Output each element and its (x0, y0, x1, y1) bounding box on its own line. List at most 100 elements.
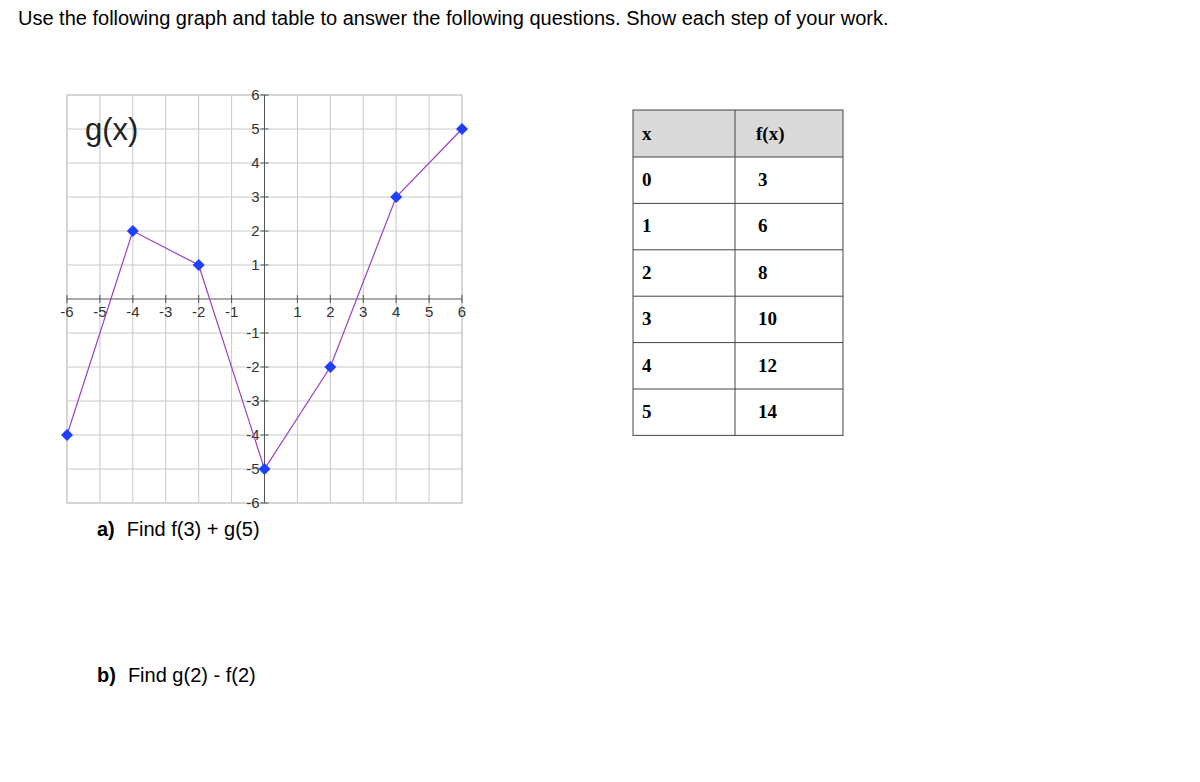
grid-line-y (67, 265, 462, 266)
y-tick (261, 401, 269, 402)
table-border (633, 110, 843, 435)
g-line (67, 129, 462, 469)
chart-title: g(x) (85, 112, 138, 147)
point (127, 225, 139, 237)
question-label: b) (97, 664, 116, 686)
question-text: Find f(3) + g(5) (127, 518, 260, 540)
point (456, 123, 468, 135)
grid-line-x (132, 95, 133, 503)
y-tick-label: -6 (246, 494, 259, 511)
grid-line-y (67, 503, 462, 504)
grid-line-x (297, 95, 298, 503)
grid-line-x (231, 95, 232, 503)
x-tick (231, 295, 232, 303)
table-cell: 5 (642, 401, 652, 422)
x-tick-label: -4 (126, 303, 139, 320)
y-tick-label: 3 (251, 188, 259, 205)
x-tick (330, 295, 331, 303)
x-tick (165, 295, 166, 303)
table-row-line (633, 249, 843, 250)
x-tick (462, 295, 463, 303)
x-tick (132, 295, 133, 303)
grid-line-y (67, 231, 462, 232)
grid-line-x (99, 95, 100, 503)
x-tick-label: 2 (326, 303, 334, 320)
grid-line-x (198, 95, 199, 503)
y-tick (261, 231, 269, 232)
table-cell: 8 (758, 262, 768, 283)
y-tick-label: 1 (251, 256, 259, 273)
plot-frame (67, 95, 462, 503)
y-tick (261, 163, 269, 164)
grid-line-x (165, 95, 166, 503)
table-header: f(x) (756, 123, 784, 145)
marks (61, 123, 468, 475)
table-row-line (633, 203, 843, 204)
point (193, 259, 205, 271)
x-tick (396, 295, 397, 303)
table-cell: 10 (758, 308, 777, 329)
table-row-line (633, 157, 843, 158)
point (390, 191, 402, 203)
table-col-line (735, 110, 736, 435)
instruction: Use the following graph and table to ans… (18, 7, 889, 29)
point (324, 361, 336, 373)
x-tick-label: 6 (458, 303, 466, 320)
grid-line-x (429, 95, 430, 503)
x-tick-label: -2 (192, 303, 205, 320)
f-table: xf(x)031628310412514 (633, 110, 843, 435)
table-cell: 14 (758, 401, 778, 422)
table-header-bg (633, 110, 843, 157)
grid-line-y (67, 435, 462, 436)
y-tick-label: -1 (246, 324, 259, 341)
grid-line-x (363, 95, 364, 503)
x-tick (363, 295, 364, 303)
y-tick (261, 95, 269, 96)
y-tick-label: -2 (246, 358, 259, 375)
y-tick-label: 5 (251, 120, 259, 137)
table-cell: 4 (642, 355, 652, 376)
question-text: Find g(2) - f(2) (128, 664, 256, 686)
question: a)Find f(3) + g(5) (97, 518, 260, 540)
grid-line-y (67, 163, 462, 164)
y-tick (261, 265, 269, 266)
grid-line-y (67, 95, 462, 96)
grid-line-y (67, 197, 462, 198)
x-tick-label: 4 (392, 303, 400, 320)
table-cell: 3 (642, 308, 652, 329)
point (259, 463, 271, 475)
x-tick (67, 295, 68, 303)
y-tick-label: 2 (251, 222, 259, 239)
y-tick (261, 435, 269, 436)
y-tick (261, 367, 269, 368)
table-cell: 3 (758, 169, 768, 190)
y-tick-label: 4 (251, 154, 259, 171)
y-tick (261, 503, 269, 504)
x-tick (297, 295, 298, 303)
grid-line-x (330, 95, 331, 503)
point (61, 429, 73, 441)
table-header: x (642, 123, 652, 144)
chart: -6-5-4-3-2-1123456-6-5-4-3-2-1123456g(x) (60, 86, 468, 511)
x-tick-label: 1 (293, 303, 301, 320)
x-tick (99, 295, 100, 303)
table-row-line (633, 342, 843, 343)
page: Use the following graph and table to ans… (0, 0, 1200, 782)
x-tick-label: 3 (359, 303, 367, 320)
grid-line-y (67, 333, 462, 334)
grid-line-y (67, 401, 462, 402)
grid-line-y (67, 367, 462, 368)
y-tick-label: -3 (246, 392, 259, 409)
table-row-line (633, 389, 843, 390)
x-tick-label: -3 (159, 303, 172, 320)
y-tick-label: 6 (251, 86, 259, 103)
x-tick-label: 5 (425, 303, 433, 320)
table-cell: 1 (642, 215, 652, 236)
y-axis (264, 95, 265, 503)
x-tick (429, 295, 430, 303)
grid-line-x (462, 95, 463, 503)
y-tick (261, 333, 269, 334)
x-tick-label: -6 (60, 303, 73, 320)
table-cell: 12 (758, 355, 777, 376)
x-tick-label: -1 (225, 303, 238, 320)
